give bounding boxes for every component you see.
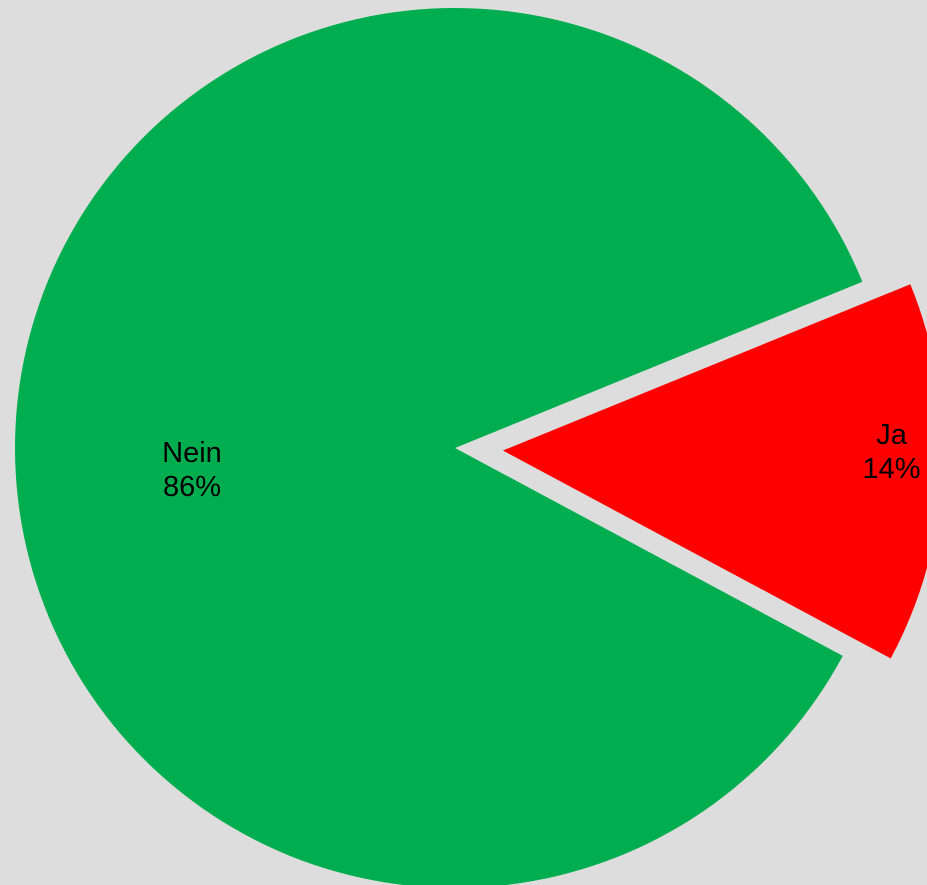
slice-percent-nein: 86% [163,471,221,503]
pie-slice-nein [15,7,863,885]
slice-label-nein: Nein [162,437,222,469]
slice-percent-ja: 14% [863,453,921,485]
pie-slice-ja [502,284,927,659]
slice-label-ja: Ja [876,419,908,451]
pie-slices [15,7,927,885]
